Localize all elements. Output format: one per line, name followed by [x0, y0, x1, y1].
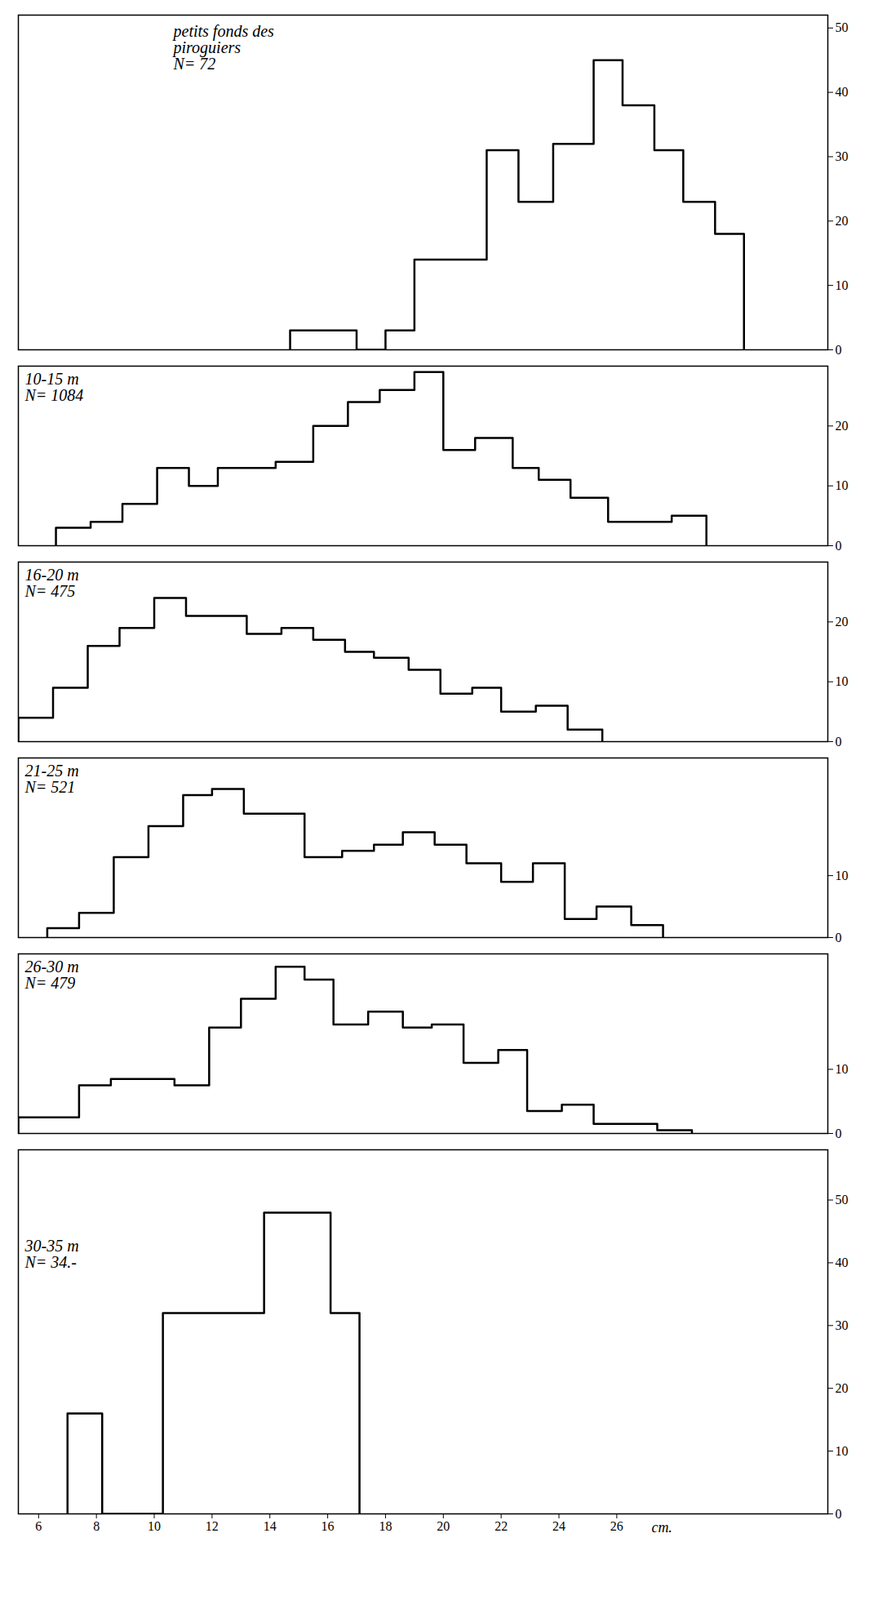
svg-text:50: 50: [835, 1192, 849, 1207]
svg-text:8: 8: [93, 1518, 100, 1533]
svg-text:12: 12: [205, 1518, 219, 1533]
svg-text:0: 0: [835, 734, 843, 749]
svg-text:20: 20: [436, 1518, 450, 1533]
svg-text:10: 10: [835, 868, 849, 883]
svg-text:6: 6: [35, 1518, 42, 1533]
svg-text:18: 18: [378, 1518, 392, 1533]
svg-text:50: 50: [835, 20, 849, 35]
svg-text:10: 10: [835, 1061, 849, 1076]
svg-text:20: 20: [835, 614, 849, 629]
svg-text:16-20 mN= 475: 16-20 mN= 475: [24, 565, 80, 600]
svg-text:30: 30: [835, 149, 849, 164]
svg-text:10: 10: [147, 1518, 161, 1533]
svg-text:30-35 mN= 34.-: 30-35 mN= 34.-: [24, 1236, 80, 1271]
svg-text:0: 0: [835, 930, 843, 945]
svg-text:24: 24: [552, 1518, 566, 1533]
svg-text:10-15 mN= 1084: 10-15 mN= 1084: [24, 369, 85, 404]
svg-text:0: 0: [835, 1506, 843, 1521]
svg-text:40: 40: [835, 1254, 849, 1269]
svg-text:10: 10: [835, 478, 849, 493]
svg-text:16: 16: [321, 1518, 335, 1533]
svg-text:21-25 mN= 521: 21-25 mN= 521: [24, 761, 80, 796]
svg-text:0: 0: [835, 538, 843, 553]
svg-text:0: 0: [835, 1126, 843, 1140]
svg-text:20: 20: [835, 213, 849, 228]
svg-text:0: 0: [835, 342, 843, 357]
svg-text:cm.: cm.: [651, 1518, 673, 1535]
svg-text:26-30 mN= 479: 26-30 mN= 479: [24, 957, 80, 992]
svg-text:14: 14: [263, 1518, 277, 1533]
svg-text:20: 20: [835, 418, 849, 433]
svg-text:26: 26: [610, 1518, 624, 1533]
svg-text:22: 22: [494, 1518, 508, 1533]
svg-text:30: 30: [835, 1317, 849, 1332]
svg-text:40: 40: [835, 84, 849, 99]
svg-text:petits fonds despiroguiersN= 7: petits fonds despiroguiersN= 72: [172, 22, 275, 73]
svg-text:20: 20: [835, 1380, 849, 1395]
svg-text:10: 10: [835, 674, 849, 688]
svg-text:10: 10: [835, 1443, 849, 1458]
svg-text:10: 10: [835, 278, 849, 293]
